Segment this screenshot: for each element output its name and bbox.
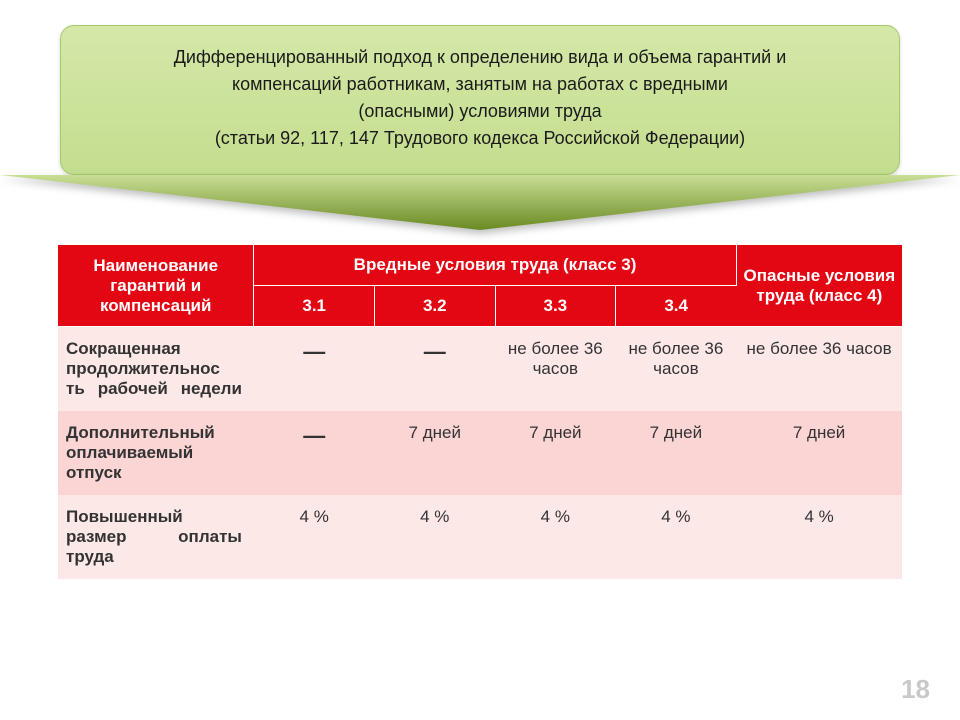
- cell: не более 36 часов: [495, 327, 616, 412]
- down-arrow-shape: [0, 175, 960, 230]
- page-number: 18: [901, 674, 930, 705]
- th-name: Наименование гарантий и компенсаций: [58, 245, 254, 327]
- cell: 4 %: [736, 495, 902, 579]
- table-row: Повышенный размер оплаты труда 4 % 4 % 4…: [58, 495, 902, 579]
- table-header: Наименование гарантий и компенсаций Вред…: [58, 245, 902, 327]
- cell: —: [374, 327, 495, 412]
- th-sub-3-1: 3.1: [254, 286, 375, 327]
- title-line3: (опасными) условиями труда: [358, 101, 601, 121]
- th-sub-3-4: 3.4: [616, 286, 737, 327]
- th-sub-3-2: 3.2: [374, 286, 495, 327]
- cell: 4 %: [616, 495, 737, 579]
- th-class4: Опасные условия труда (класс 4): [736, 245, 902, 327]
- cell: —: [254, 411, 375, 495]
- th-class3: Вредные условия труда (класс 3): [254, 245, 736, 286]
- title-line1: Дифференцированный подход к определению …: [174, 47, 787, 67]
- title-box: Дифференцированный подход к определению …: [60, 25, 900, 175]
- cell: 7 дней: [616, 411, 737, 495]
- table-body: Сокращенная продолжительнос ть рабочей н…: [58, 327, 902, 580]
- cell: —: [254, 327, 375, 412]
- table-row: Сокращенная продолжительнос ть рабочей н…: [58, 327, 902, 412]
- row-label: Повышенный размер оплаты труда: [58, 495, 254, 579]
- title-line2: компенсаций работникам, занятым на работ…: [232, 74, 728, 94]
- cell: 7 дней: [495, 411, 616, 495]
- guarantees-table: Наименование гарантий и компенсаций Вред…: [58, 245, 902, 579]
- cell: 7 дней: [374, 411, 495, 495]
- th-sub-3-3: 3.3: [495, 286, 616, 327]
- cell: 4 %: [254, 495, 375, 579]
- cell: 4 %: [495, 495, 616, 579]
- cell: не более 36 часов: [616, 327, 737, 412]
- table-row: Дополнительный оплачиваемый отпуск — 7 д…: [58, 411, 902, 495]
- title-line4: (статьи 92, 117, 147 Трудового кодекса Р…: [215, 128, 745, 148]
- cell: не более 36 часов: [736, 327, 902, 412]
- cell: 4 %: [374, 495, 495, 579]
- row-label: Дополнительный оплачиваемый отпуск: [58, 411, 254, 495]
- cell: 7 дней: [736, 411, 902, 495]
- row-label: Сокращенная продолжительнос ть рабочей н…: [58, 327, 254, 412]
